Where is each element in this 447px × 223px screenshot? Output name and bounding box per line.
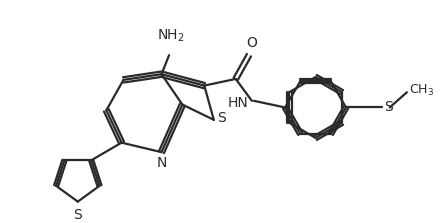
- Text: S: S: [217, 111, 225, 125]
- Text: CH$_3$: CH$_3$: [409, 83, 434, 98]
- Text: O: O: [246, 36, 257, 50]
- Text: HN: HN: [227, 96, 248, 110]
- Text: S: S: [73, 208, 82, 222]
- Text: N: N: [156, 156, 167, 170]
- Text: S: S: [384, 101, 393, 114]
- Text: NH$_2$: NH$_2$: [157, 27, 185, 44]
